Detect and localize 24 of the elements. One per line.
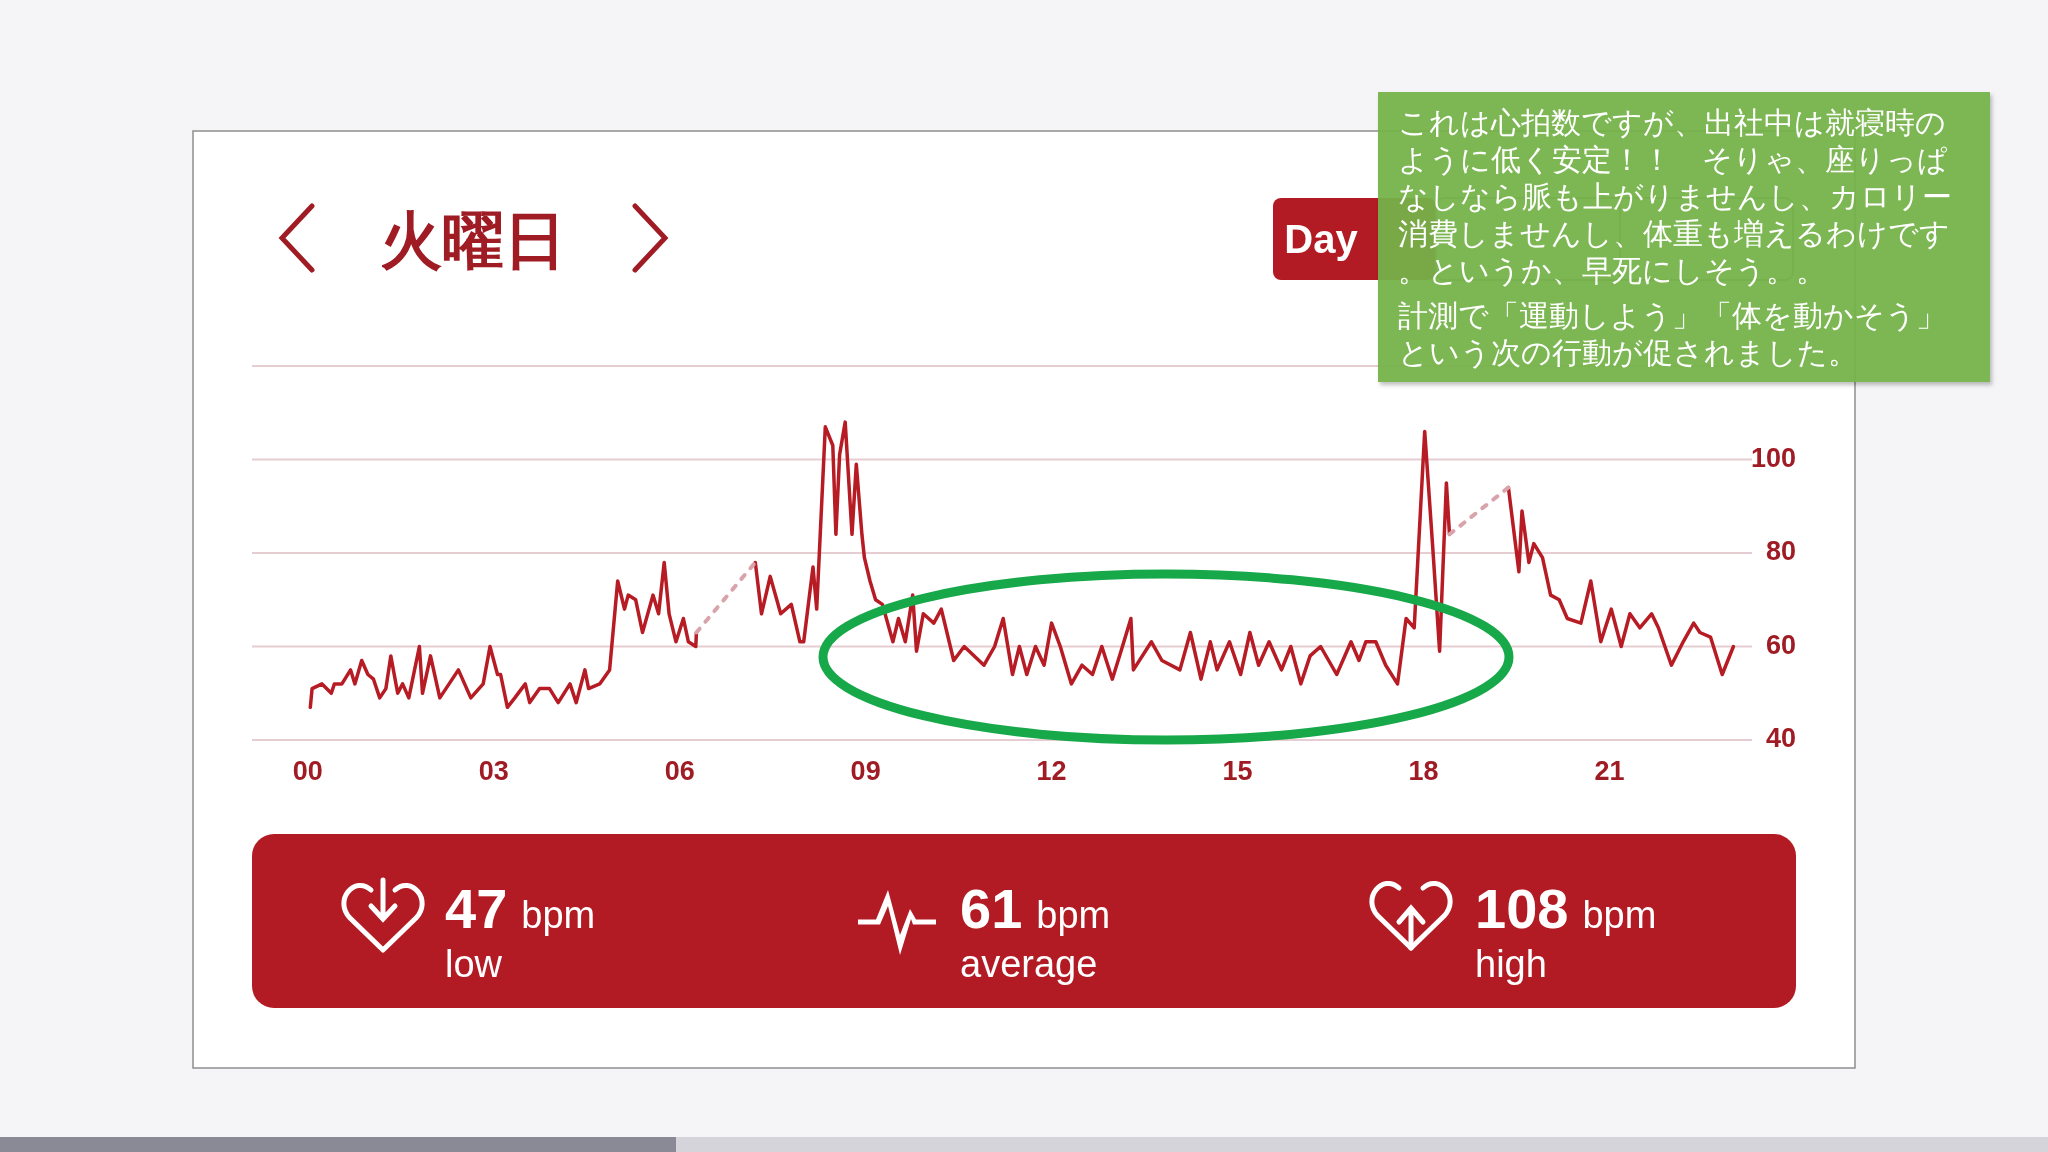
x-tick-label: 03: [478, 756, 509, 786]
y-tick-label: 40: [1765, 723, 1796, 754]
x-tick-label: 18: [1408, 756, 1439, 786]
x-tick-label: 15: [1222, 756, 1253, 786]
x-tick-label: 00: [292, 756, 323, 786]
y-tick-label: 60: [1765, 629, 1796, 660]
text: high: [1475, 943, 1547, 985]
text: Day: [1284, 217, 1359, 261]
text: 61 bpm: [960, 877, 1111, 940]
x-tick-label: 12: [1036, 756, 1067, 786]
chart-title: 火曜日: [380, 206, 566, 275]
text: 108 bpm: [1475, 877, 1657, 940]
annotation: 計測で「運動しよう」「体を動かそう」という次の行動が促されました。: [1398, 298, 1947, 371]
x-tick-label: 21: [1594, 756, 1625, 786]
text: average: [960, 943, 1098, 985]
line-series: [753, 420, 1452, 686]
comment-tooltip: これは心拍数ですが、出社中は就寝時のように低く安定！！ そりゃ、座りっぱなしなら脈も上がりませんし、カロリー消費しませんし、体重も増えるわけです。というか、早死にしそう。。 計測で「運動しよう」「体を動かそう」という次の行動が促されました。: [1378, 92, 1990, 382]
x-tick-label: 06: [664, 756, 695, 786]
x-tick-label: 09: [850, 756, 881, 786]
text: 47 bpm: [445, 877, 596, 940]
text: low: [445, 943, 503, 985]
line-series: [308, 560, 699, 710]
y-tick-label: 80: [1765, 536, 1796, 567]
y-tick-label: 100: [1750, 442, 1796, 473]
